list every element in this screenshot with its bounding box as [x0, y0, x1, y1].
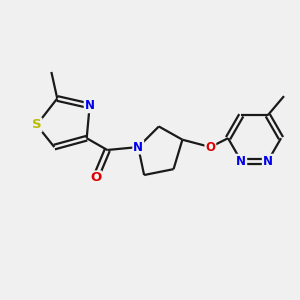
Text: N: N: [236, 155, 246, 168]
Text: N: N: [133, 141, 143, 154]
Text: O: O: [90, 172, 101, 184]
Text: S: S: [32, 118, 41, 131]
Text: O: O: [206, 141, 215, 154]
Text: N: N: [85, 99, 94, 112]
Text: N: N: [263, 155, 273, 168]
